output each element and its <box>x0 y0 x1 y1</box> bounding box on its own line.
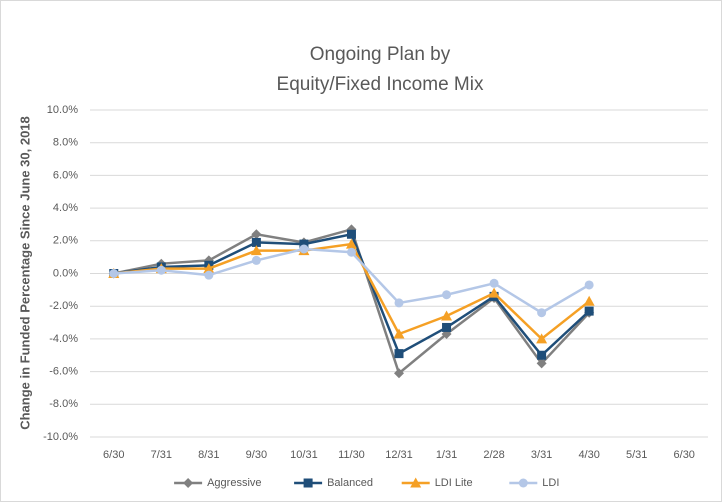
legend-label: LDI Lite <box>435 477 473 489</box>
x-tick-label: 1/31 <box>436 449 457 461</box>
y-tick-label: 0.0% <box>53 267 78 279</box>
data-point <box>584 280 594 290</box>
data-point <box>393 328 405 339</box>
y-tick-label: 4.0% <box>53 202 78 214</box>
data-point <box>536 358 547 369</box>
x-tick-label: 10/31 <box>290 449 318 461</box>
y-tick-label: -8.0% <box>49 398 78 410</box>
x-tick-label: 5/31 <box>626 449 647 461</box>
x-tick-label: 6/30 <box>103 449 124 461</box>
y-tick-label: -6.0% <box>49 366 78 378</box>
x-tick-label: 3/31 <box>531 449 552 461</box>
data-point <box>204 270 214 280</box>
data-point <box>583 295 595 306</box>
legend-marker <box>303 478 313 488</box>
x-tick-label: 8/31 <box>198 449 219 461</box>
legend-label: Aggressive <box>207 477 261 489</box>
y-tick-label: -4.0% <box>49 333 78 345</box>
y-tick-label: 2.0% <box>53 235 78 247</box>
x-tick-label: 4/30 <box>578 449 599 461</box>
x-tick-label: 6/30 <box>674 449 695 461</box>
x-tick-label: 2/28 <box>483 449 504 461</box>
legend-marker <box>183 478 194 488</box>
data-point <box>537 308 547 318</box>
chart-title: Equity/Fixed Income Mix <box>277 74 484 95</box>
y-tick-label: 8.0% <box>53 137 78 149</box>
data-point <box>584 306 594 316</box>
data-point <box>299 244 309 254</box>
data-point <box>345 238 357 249</box>
y-tick-label: -2.0% <box>49 300 78 312</box>
data-point <box>251 255 261 265</box>
data-point <box>488 287 500 298</box>
data-point <box>394 368 404 379</box>
data-point <box>251 237 261 247</box>
data-point <box>536 333 548 344</box>
data-point <box>156 265 166 275</box>
x-tick-label: 7/31 <box>151 449 172 461</box>
legend-marker <box>410 477 422 488</box>
y-tick-label: -10.0% <box>43 431 78 443</box>
data-point <box>346 229 356 239</box>
data-point <box>394 349 404 359</box>
data-point <box>203 263 215 274</box>
data-point <box>442 322 452 332</box>
legend-label: LDI <box>542 477 559 489</box>
data-point <box>442 290 452 300</box>
y-tick-label: 10.0% <box>47 104 78 116</box>
y-tick-label: 6.0% <box>53 169 78 181</box>
data-point <box>537 350 547 360</box>
y-axis-label: Change in Funded Percentage Since June 3… <box>17 116 32 430</box>
data-point <box>299 239 309 249</box>
data-point <box>109 269 119 278</box>
x-tick-label: 12/31 <box>385 449 413 461</box>
data-point <box>250 245 262 256</box>
data-point <box>251 229 262 240</box>
x-tick-label: 9/30 <box>246 449 267 461</box>
data-point <box>441 310 453 321</box>
data-point <box>346 247 356 257</box>
chart-title: Ongoing Plan by <box>310 44 451 65</box>
x-tick-label: 11/30 <box>338 449 365 461</box>
legend-marker <box>518 478 528 488</box>
data-point <box>489 278 499 288</box>
legend-label: Balanced <box>327 477 373 489</box>
data-point <box>394 298 404 308</box>
